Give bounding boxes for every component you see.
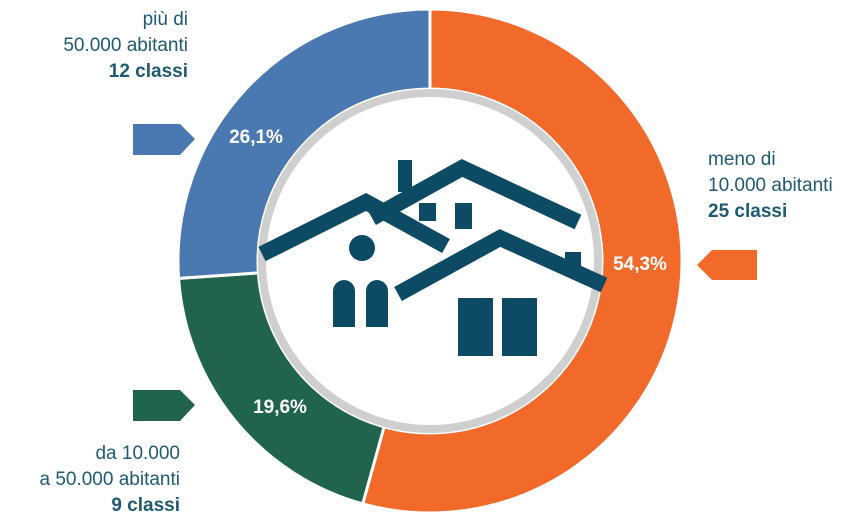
- class-count: 9 classi: [111, 495, 180, 516]
- class-count: 12 classi: [109, 61, 188, 82]
- label-arrow: [697, 250, 757, 280]
- house-icon: [258, 159, 608, 356]
- value-label: 54,3%: [613, 254, 667, 275]
- category-label: 10.000 abitanti: [708, 175, 833, 196]
- label-arrow: [133, 124, 195, 155]
- class-count: 25 classi: [708, 201, 787, 222]
- category-label: a 50.000 abitanti: [39, 469, 180, 490]
- category-label: da 10.000: [95, 443, 180, 464]
- category-label: meno di: [708, 149, 776, 170]
- value-label: 26,1%: [229, 127, 283, 148]
- category-label: più di: [143, 9, 188, 30]
- value-label: 19,6%: [253, 397, 307, 418]
- category-label: 50.000 abitanti: [63, 35, 188, 56]
- label-arrow: [133, 390, 195, 421]
